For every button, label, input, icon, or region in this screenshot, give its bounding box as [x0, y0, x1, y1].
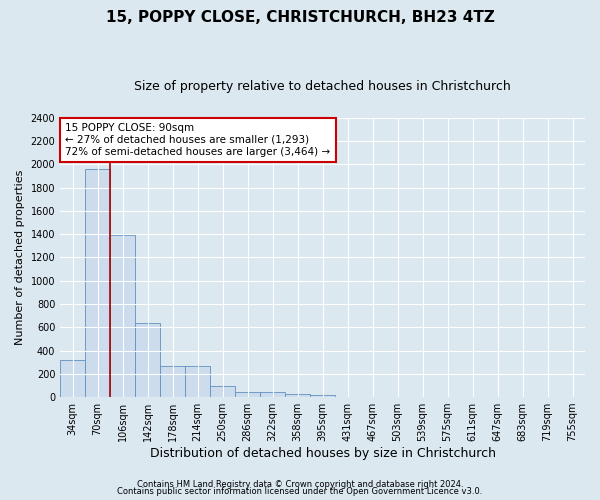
Bar: [110, 236, 135, 397]
Bar: [60, 360, 85, 397]
Text: Contains public sector information licensed under the Open Government Licence v3: Contains public sector information licen…: [118, 487, 482, 496]
Bar: [85, 169, 110, 397]
Bar: [260, 392, 285, 397]
Y-axis label: Number of detached properties: Number of detached properties: [15, 170, 25, 345]
Title: Size of property relative to detached houses in Christchurch: Size of property relative to detached ho…: [134, 80, 511, 93]
Text: Contains HM Land Registry data © Crown copyright and database right 2024.: Contains HM Land Registry data © Crown c…: [137, 480, 463, 489]
Bar: [235, 392, 260, 397]
X-axis label: Distribution of detached houses by size in Christchurch: Distribution of detached houses by size …: [149, 447, 496, 460]
Bar: [135, 322, 160, 397]
Bar: [285, 394, 310, 397]
Bar: [160, 366, 185, 397]
Bar: [185, 366, 210, 397]
Text: 15 POPPY CLOSE: 90sqm
← 27% of detached houses are smaller (1,293)
72% of semi-d: 15 POPPY CLOSE: 90sqm ← 27% of detached …: [65, 124, 331, 156]
Bar: [210, 386, 235, 397]
Text: 15, POPPY CLOSE, CHRISTCHURCH, BH23 4TZ: 15, POPPY CLOSE, CHRISTCHURCH, BH23 4TZ: [106, 10, 494, 25]
Bar: [310, 396, 335, 397]
